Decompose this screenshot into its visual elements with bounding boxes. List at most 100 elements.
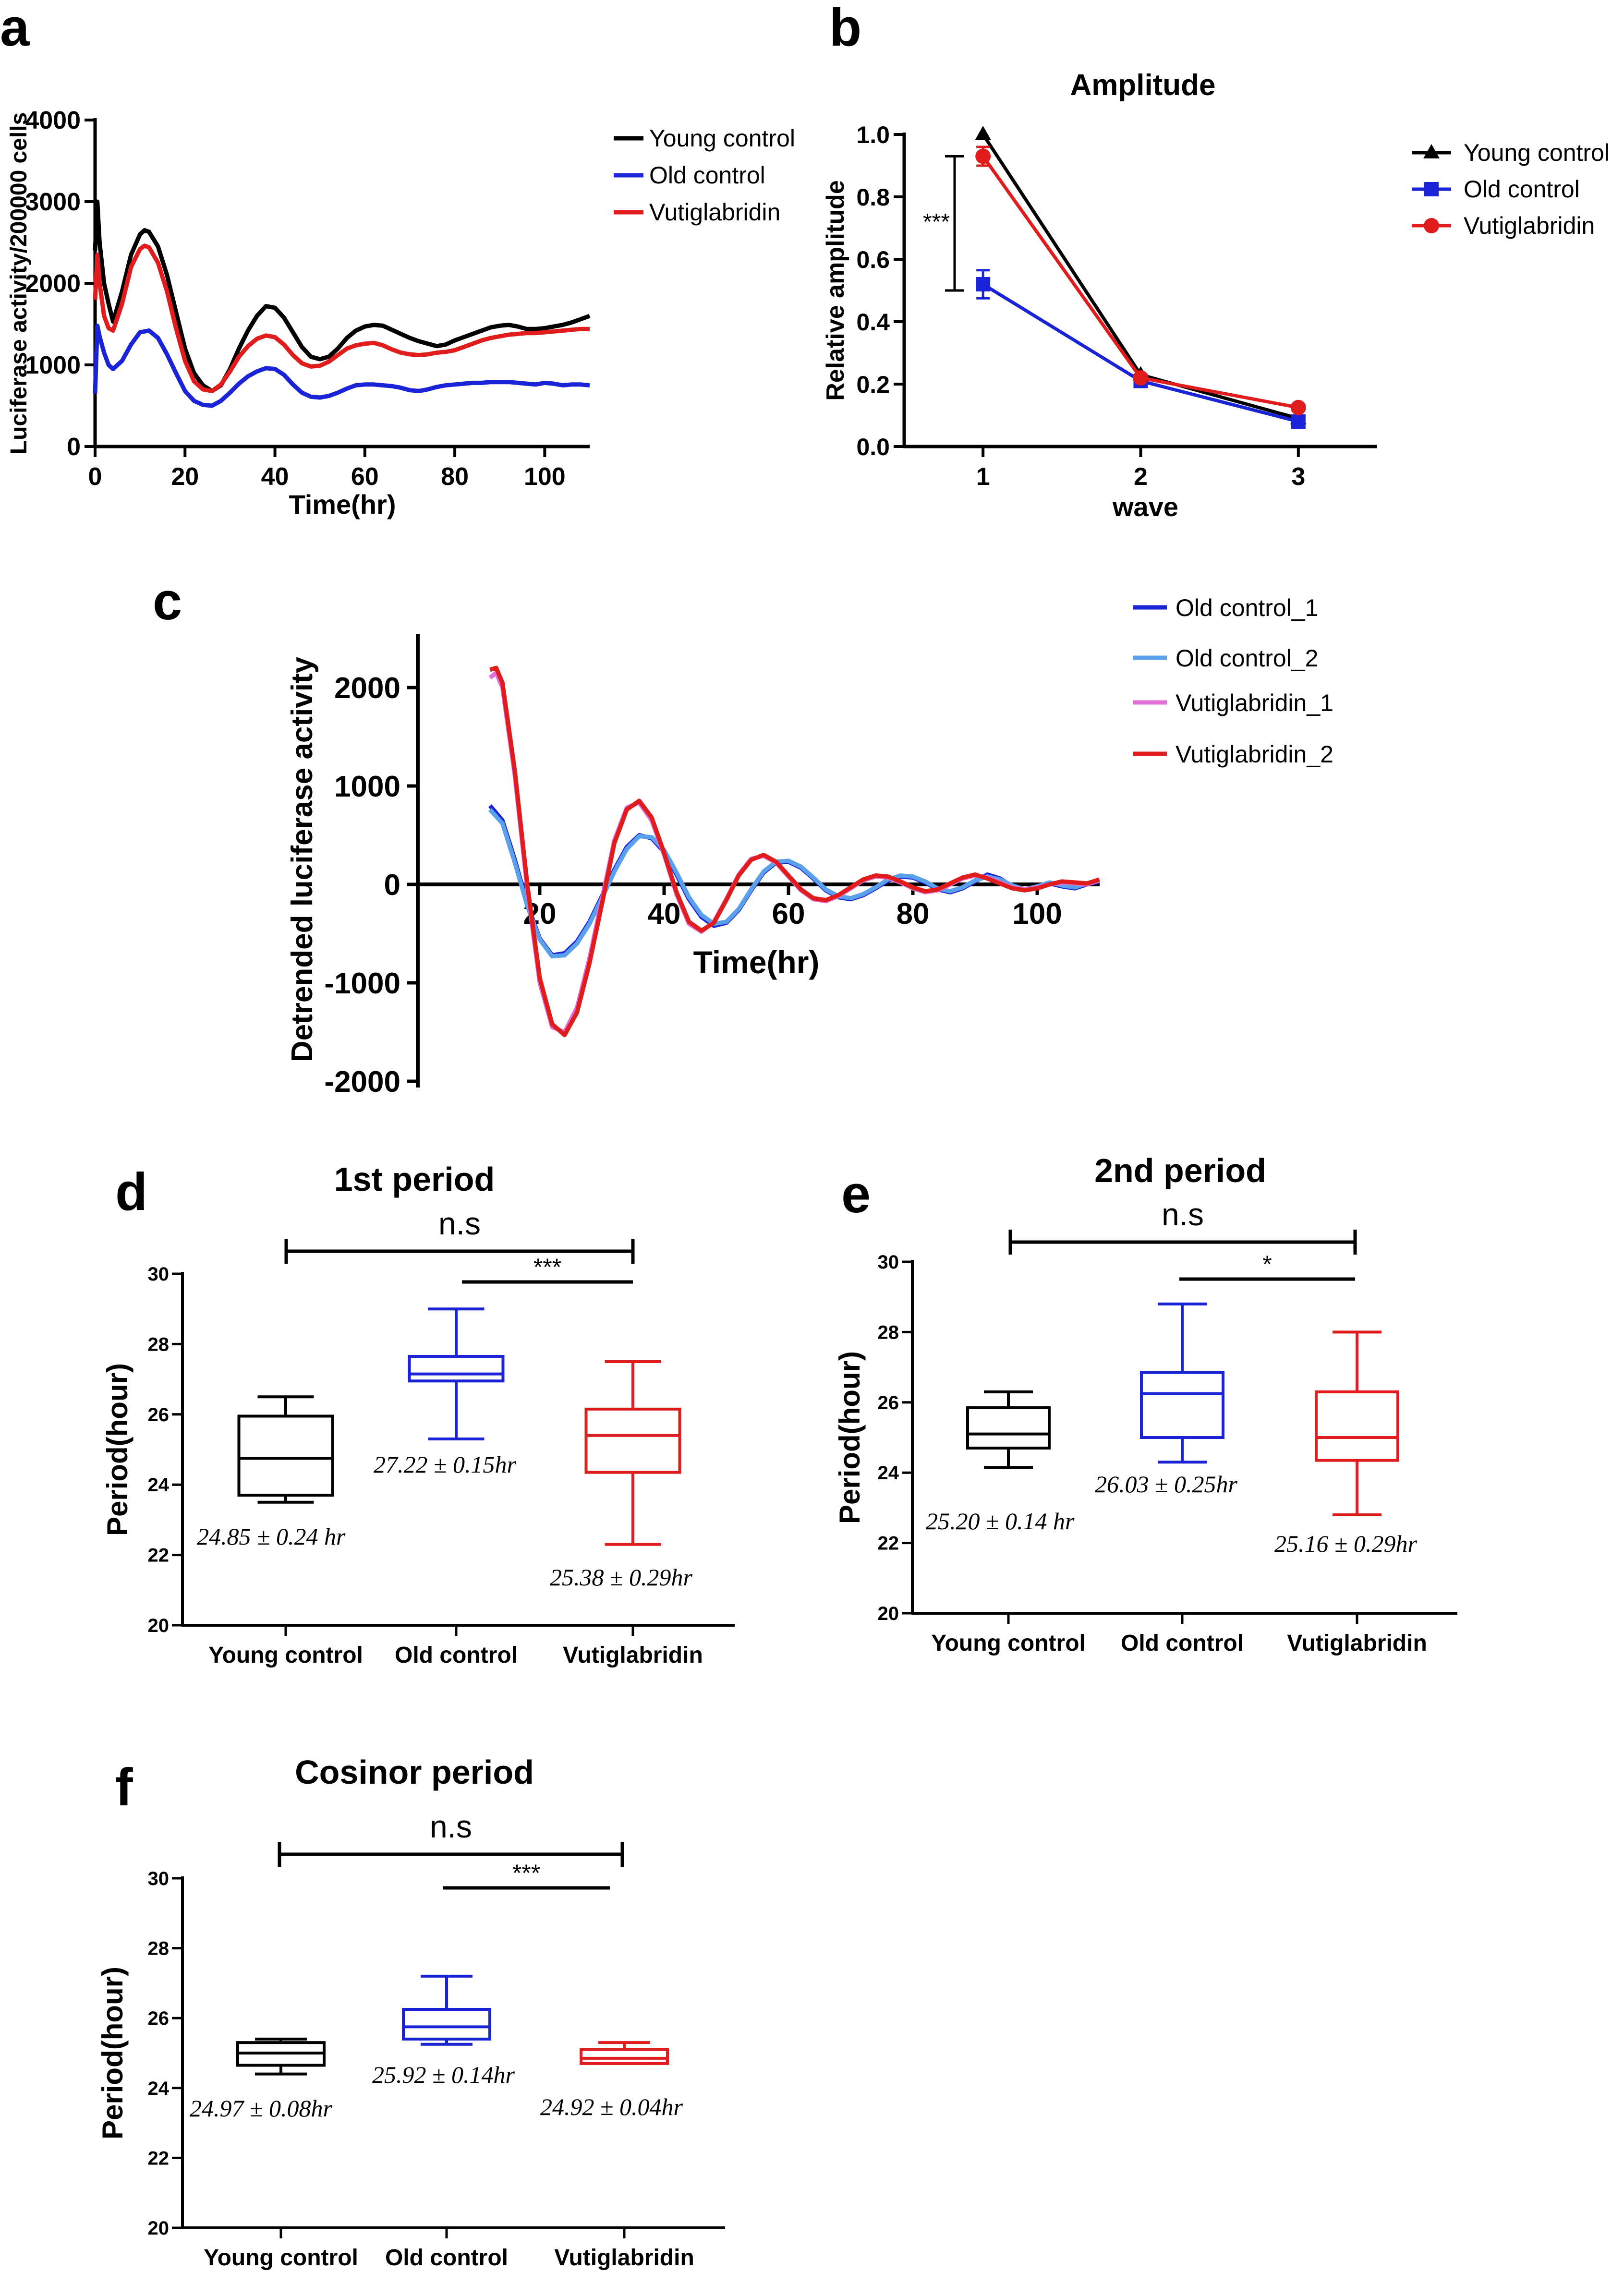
c-y-tick-label: 2000	[334, 672, 400, 705]
a-x-tick-label: 80	[441, 463, 469, 491]
panel-label-b: b	[829, 0, 861, 57]
b-legend-label: Vutiglabridin	[1464, 212, 1595, 239]
d-y-tick-label: 26	[148, 1404, 170, 1426]
d-y-tick-label: 24	[148, 1474, 170, 1496]
f-y-tick-label: 26	[148, 2008, 170, 2029]
b-y-label: Relative amplitude	[822, 180, 849, 400]
b-y-tick-label: 0.4	[856, 309, 890, 336]
c-series-old-control_2	[488, 808, 1100, 959]
f-title: Cosinor period	[295, 1753, 534, 1791]
b-point-vutiglabridin	[975, 148, 991, 164]
a-x-tick-label: 40	[261, 463, 289, 491]
b-title: Amplitude	[1070, 69, 1215, 102]
b-point-vutiglabridin	[1290, 399, 1306, 415]
e-box	[966, 1406, 1051, 1450]
d-y-tick-label: 28	[148, 1334, 170, 1355]
a-legend-label: Vutiglabridin	[649, 199, 780, 226]
c-x-tick-label: 40	[648, 897, 681, 930]
c-legend-label: Old control_2	[1176, 645, 1318, 672]
f-box	[580, 2048, 669, 2065]
d-annotation: 24.85 ± 0.24 hr	[197, 1523, 346, 1550]
e-box	[1140, 1371, 1224, 1439]
e-y-tick-label: 24	[878, 1462, 899, 1484]
f-annotation: 25.92 ± 0.14hr	[372, 2061, 515, 2088]
f-annotation: 24.97 ± 0.08hr	[190, 2095, 332, 2122]
b-x-tick-label: 2	[1134, 463, 1148, 491]
e-y-tick-label: 28	[878, 1322, 899, 1343]
b-sig-label: ***	[923, 209, 950, 235]
b-y-tick-label: 1.0	[856, 121, 890, 148]
b-y-tick-label: 0.2	[856, 371, 890, 398]
a-series-old-control	[93, 323, 590, 408]
a-y-tick-label: 0	[67, 433, 81, 461]
e-x-tick-label: Old control	[1121, 1631, 1244, 1656]
c-x-tick-label: 60	[772, 897, 805, 930]
c-y-tick-label: 1000	[334, 770, 400, 803]
f-sig-label-narrow: ***	[512, 1860, 540, 1886]
e-y-tick-label: 22	[878, 1533, 899, 1554]
a-y-tick-label: 3000	[25, 188, 81, 216]
a-legend-label: Young control	[649, 125, 795, 152]
e-x-tick-label: Vutiglabridin	[1287, 1631, 1427, 1656]
f-box	[402, 2008, 491, 2041]
e-y-tick-label: 26	[878, 1392, 899, 1414]
a-legend-label: Old control	[649, 162, 765, 189]
f-y-tick-label: 22	[148, 2148, 170, 2169]
d-annotation: 25.38 ± 0.29hr	[550, 1564, 692, 1591]
b-x-tick-label: 1	[976, 463, 990, 491]
a-y-tick-label: 4000	[25, 107, 81, 134]
a-y-tick-label: 1000	[25, 351, 81, 379]
b-y-tick-label: 0.0	[856, 434, 890, 460]
d-sig-label-narrow: ***	[533, 1254, 561, 1281]
d-title: 1st period	[334, 1160, 495, 1198]
d-y-tick-label: 30	[148, 1264, 170, 1285]
a-x-tick-label: 60	[351, 463, 379, 491]
a-y-tick-label: 2000	[25, 270, 81, 298]
e-annotation: 25.16 ± 0.29hr	[1274, 1530, 1417, 1557]
a-series-vutiglabridin	[93, 243, 590, 393]
f-y-tick-label: 30	[148, 1868, 170, 1889]
f-y-tick-label: 28	[148, 1938, 170, 1959]
b-point-vutiglabridin	[1133, 370, 1149, 386]
f-y-label: Period(hour)	[97, 1967, 129, 2139]
c-y-tick-label: 0	[384, 869, 400, 902]
c-y-tick-label: -2000	[324, 1065, 400, 1099]
b-point-old-control	[1291, 414, 1306, 429]
d-box	[237, 1414, 334, 1497]
b-point-young-control	[975, 126, 992, 140]
f-sig-label-wide: n.s	[430, 1809, 472, 1844]
e-annotation: 26.03 ± 0.25hr	[1095, 1471, 1237, 1498]
c-legend-label: Vutiglabridin_1	[1176, 689, 1333, 716]
b-x-label: wave	[1112, 492, 1178, 522]
d-annotation: 27.22 ± 0.15hr	[374, 1451, 516, 1478]
a-x-tick-label: 20	[171, 463, 199, 491]
a-series-young-control	[93, 199, 591, 393]
panel-label-a: a	[0, 0, 30, 57]
e-box	[1315, 1390, 1399, 1462]
f-annotation: 24.92 ± 0.04hr	[540, 2093, 683, 2120]
c-y-tick-label: -1000	[324, 967, 400, 1000]
a-y-label: Luciferase activity/200000 cells	[6, 112, 32, 454]
c-x-label: Time(hr)	[693, 944, 820, 980]
a-x-tick-label: 0	[88, 463, 102, 491]
d-x-tick-label: Old control	[395, 1643, 518, 1668]
d-box	[408, 1355, 505, 1383]
b-legend-marker	[1423, 144, 1440, 158]
e-y-label: Period(hour)	[834, 1351, 866, 1524]
b-y-tick-label: 0.6	[856, 246, 890, 273]
panel-label-d: d	[115, 1162, 147, 1221]
c-legend-label: Vutiglabridin_2	[1176, 741, 1333, 768]
b-legend-marker	[1424, 182, 1439, 196]
panel-label-c: c	[153, 572, 182, 631]
d-box	[584, 1407, 681, 1474]
panel-label-e: e	[841, 1165, 871, 1224]
panel-label-f: f	[115, 1758, 133, 1817]
d-x-tick-label: Young control	[208, 1643, 363, 1668]
d-sig-label-wide: n.s	[438, 1206, 481, 1241]
c-y-label: Detrended luciferase activity	[286, 656, 319, 1062]
b-y-tick-label: 0.8	[856, 184, 890, 211]
e-x-tick-label: Young control	[931, 1631, 1086, 1656]
e-sig-label-narrow: *	[1262, 1251, 1272, 1278]
e-sig-label-wide: n.s	[1162, 1196, 1204, 1232]
